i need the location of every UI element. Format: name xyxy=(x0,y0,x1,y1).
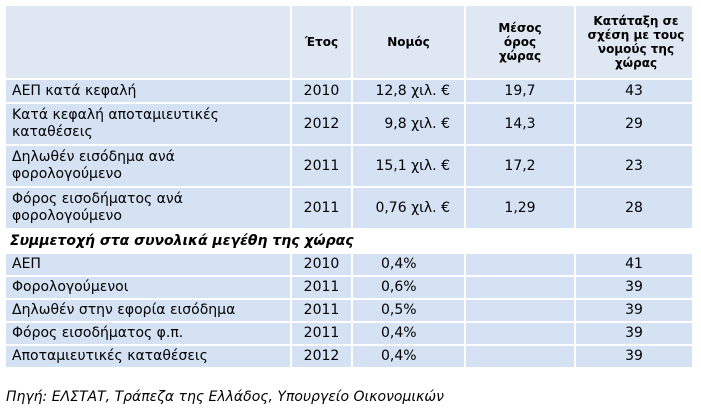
header-cell: Έτος xyxy=(290,4,353,80)
cell: 2011 xyxy=(290,321,353,346)
cell: 2011 xyxy=(290,144,353,188)
data-row: Δηλωθέν στην εφορία εισόδημα 2011 0,5% 39 xyxy=(4,298,694,323)
table-container: Έτος Νομός Μέσος όρος χώρας Κατάταξη σε σχέ… xyxy=(4,4,694,369)
data-row: Αποταμιευτικές καταθέσεις 2012 0,4% 39 xyxy=(4,344,694,369)
row-label: Δηλωθέν εισόδημα ανά φορολογούμενο xyxy=(4,144,292,188)
cell: 0,6% xyxy=(351,275,466,300)
header-text: Μέσος όρος χώρας xyxy=(498,21,542,63)
header-text: Κατάταξη σε σχέση με τους νομούς της χώρ… xyxy=(587,14,685,70)
data-row: ΑΕΠ κατά κεφαλή 2010 12,8 χιλ. €19,7 43 xyxy=(4,78,694,104)
cell: 12,8 χιλ. € xyxy=(351,78,466,104)
cell: 39 xyxy=(574,298,694,323)
cell: 2010 xyxy=(290,252,353,277)
cell: 0,4% xyxy=(351,344,466,369)
cell: 2011 xyxy=(290,186,353,230)
empty-cell xyxy=(464,298,576,323)
row-label: Φόρος εισοδήματος φ.π. xyxy=(4,321,292,346)
empty-cell xyxy=(464,275,576,300)
cell: 14,3 xyxy=(464,102,576,146)
empty-cell xyxy=(464,252,576,277)
data-row: Κατά κεφαλή αποταμιευτικές καταθέσεις 201… xyxy=(4,102,694,146)
cell: 17,2 xyxy=(464,144,576,188)
header-cell: Μέσος όρος χώρας xyxy=(464,4,576,80)
row-label: Αποταμιευτικές καταθέσεις xyxy=(4,344,292,369)
cell: 41 xyxy=(574,252,694,277)
header-cell: Νομός xyxy=(351,4,466,80)
cell: 43 xyxy=(574,78,694,104)
cell: 0,4% xyxy=(351,321,466,346)
row-label: Κατά κεφαλή αποταμιευτικές καταθέσεις xyxy=(4,102,292,146)
data-row: Φόρος εισοδήματος ανά φορολογούμενο 2011 0… xyxy=(4,186,694,230)
cell: 1,29 xyxy=(464,186,576,230)
header-cell xyxy=(4,4,292,80)
data-row: ΑΕΠ 2010 0,4% 41 xyxy=(4,252,694,277)
cell: 15,1 χιλ. € xyxy=(351,144,466,188)
cell: 2010 xyxy=(290,78,353,104)
cell: 0,5% xyxy=(351,298,466,323)
row-label: ΑΕΠ xyxy=(4,252,292,277)
cell: 2011 xyxy=(290,275,353,300)
header-text: Έτος xyxy=(304,35,339,49)
header-cell: Κατάταξη σε σχέση με τους νομούς της χώρ… xyxy=(574,4,694,80)
section-row: Συμμετοχή στα συνολικά μεγέθη της χώρας xyxy=(4,228,694,254)
data-row: Δηλωθέν εισόδημα ανά φορολογούμενο 2011 15… xyxy=(4,144,694,188)
empty-cell xyxy=(464,344,576,369)
table: Έτος Νομός Μέσος όρος χώρας Κατάταξη σε σχέ… xyxy=(4,4,694,369)
header-row: Έτος Νομός Μέσος όρος χώρας Κατάταξη σε σχέ… xyxy=(4,4,694,80)
cell: 23 xyxy=(574,144,694,188)
data-row: Φόρος εισοδήματος φ.π. 2011 0,4% 39 xyxy=(4,321,694,346)
cell: 2012 xyxy=(290,344,353,369)
row-label: ΑΕΠ κατά κεφαλή xyxy=(4,78,292,104)
cell: 39 xyxy=(574,275,694,300)
row-label: Δηλωθέν στην εφορία εισόδημα xyxy=(4,298,292,323)
cell: 2011 xyxy=(290,298,353,323)
cell: 0,4% xyxy=(351,252,466,277)
cell: 0,76 χιλ. € xyxy=(351,186,466,230)
cell: 19,7 xyxy=(464,78,576,104)
cell: 28 xyxy=(574,186,694,230)
row-label: Φορολογούμενοι xyxy=(4,275,292,300)
header-text: Νομός xyxy=(387,35,430,49)
cell: 39 xyxy=(574,344,694,369)
cell: 9,8 χιλ. € xyxy=(351,102,466,146)
cell: 39 xyxy=(574,321,694,346)
source-note: Πηγή: ΕΛΣΤΑΤ, Τράπεζα της Ελλάδος, Υπουρ… xyxy=(6,389,444,405)
row-label: Φόρος εισοδήματος ανά φορολογούμενο xyxy=(4,186,292,230)
cell: 2012 xyxy=(290,102,353,146)
data-row: Φορολογούμενοι 2011 0,6% 39 xyxy=(4,275,694,300)
cell: 29 xyxy=(574,102,694,146)
section-title: Συμμετοχή στα συνολικά μεγέθη της χώρας xyxy=(4,228,694,254)
empty-cell xyxy=(464,321,576,346)
